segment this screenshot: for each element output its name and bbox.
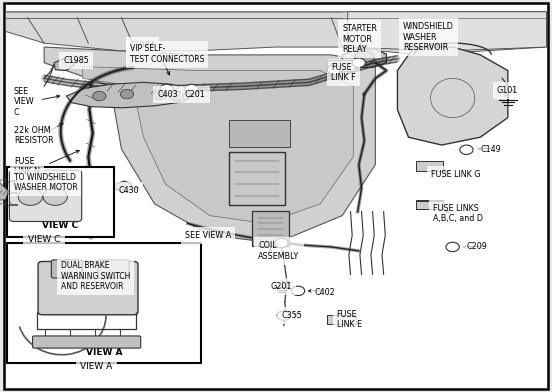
Circle shape — [43, 188, 67, 205]
Polygon shape — [6, 12, 546, 55]
Text: G201: G201 — [270, 282, 292, 290]
Polygon shape — [0, 183, 8, 201]
Circle shape — [93, 91, 106, 101]
Polygon shape — [66, 82, 193, 108]
Circle shape — [460, 145, 473, 154]
Circle shape — [185, 84, 198, 94]
Text: C430: C430 — [119, 186, 139, 194]
Circle shape — [277, 311, 290, 320]
Circle shape — [275, 238, 288, 248]
FancyBboxPatch shape — [416, 200, 443, 209]
Text: VIEW A: VIEW A — [81, 362, 113, 371]
Text: FUSE LINK G: FUSE LINK G — [431, 170, 480, 179]
Circle shape — [160, 84, 173, 94]
FancyBboxPatch shape — [7, 167, 114, 237]
Polygon shape — [348, 12, 546, 51]
Circle shape — [354, 51, 374, 65]
Text: VIP SELF-
TEST CONNECTORS: VIP SELF- TEST CONNECTORS — [130, 44, 204, 64]
Text: TO WINDSHIELD
WASHER MOTOR: TO WINDSHIELD WASHER MOTOR — [14, 172, 77, 192]
Polygon shape — [115, 181, 131, 192]
Text: FUSE
LINK F: FUSE LINK F — [331, 63, 356, 82]
Text: C403: C403 — [157, 90, 178, 98]
Circle shape — [291, 286, 305, 296]
Text: STARTER
MOTOR
RELAY: STARTER MOTOR RELAY — [342, 24, 377, 54]
Text: 22k OHM
RESISTOR: 22k OHM RESISTOR — [14, 125, 54, 145]
Text: FUSE LINKS
A,B,C, and D: FUSE LINKS A,B,C, and D — [433, 204, 484, 223]
Text: C402: C402 — [315, 288, 336, 296]
FancyBboxPatch shape — [327, 60, 355, 71]
FancyBboxPatch shape — [229, 120, 290, 147]
Polygon shape — [83, 67, 353, 223]
Text: FUSE
LINK N: FUSE LINK N — [14, 157, 40, 176]
FancyBboxPatch shape — [7, 243, 201, 363]
FancyBboxPatch shape — [51, 260, 82, 278]
Text: G101: G101 — [497, 86, 518, 94]
Circle shape — [153, 90, 167, 100]
Polygon shape — [397, 47, 508, 145]
Text: SEE VIEW A: SEE VIEW A — [185, 231, 231, 240]
Circle shape — [170, 91, 183, 101]
Text: C1984: C1984 — [130, 41, 156, 49]
Polygon shape — [342, 49, 386, 67]
Polygon shape — [54, 59, 75, 71]
FancyBboxPatch shape — [33, 336, 141, 348]
Text: C149: C149 — [480, 145, 501, 154]
Text: C201: C201 — [185, 90, 206, 98]
Text: SEE
VIEW
C: SEE VIEW C — [14, 87, 34, 117]
Circle shape — [446, 242, 459, 252]
FancyBboxPatch shape — [252, 211, 289, 246]
FancyBboxPatch shape — [98, 260, 129, 278]
FancyBboxPatch shape — [9, 170, 82, 221]
Text: VIEW C: VIEW C — [43, 221, 78, 230]
Circle shape — [327, 65, 341, 74]
Text: VIEW C: VIEW C — [28, 236, 60, 244]
Circle shape — [120, 89, 134, 99]
Text: C1985: C1985 — [63, 56, 89, 65]
FancyBboxPatch shape — [416, 201, 443, 209]
FancyBboxPatch shape — [38, 261, 138, 315]
Text: C209: C209 — [466, 243, 487, 251]
FancyBboxPatch shape — [327, 315, 356, 324]
Text: C355: C355 — [282, 311, 302, 320]
FancyBboxPatch shape — [229, 152, 285, 205]
Text: COIL
ASSEMBLY: COIL ASSEMBLY — [258, 241, 300, 261]
Text: VIEW A: VIEW A — [86, 348, 122, 357]
FancyBboxPatch shape — [416, 161, 443, 171]
Circle shape — [18, 188, 43, 205]
Polygon shape — [44, 47, 375, 243]
FancyBboxPatch shape — [4, 3, 548, 389]
Text: WINDSHIELD
WASHER
RESERVOIR: WINDSHIELD WASHER RESERVOIR — [403, 22, 454, 52]
Text: DUAL BRAKE
WARNING SWITCH
AND RESERVOIR: DUAL BRAKE WARNING SWITCH AND RESERVOIR — [61, 261, 130, 291]
Circle shape — [352, 58, 365, 67]
Text: FUSE
LINK E: FUSE LINK E — [337, 310, 362, 329]
